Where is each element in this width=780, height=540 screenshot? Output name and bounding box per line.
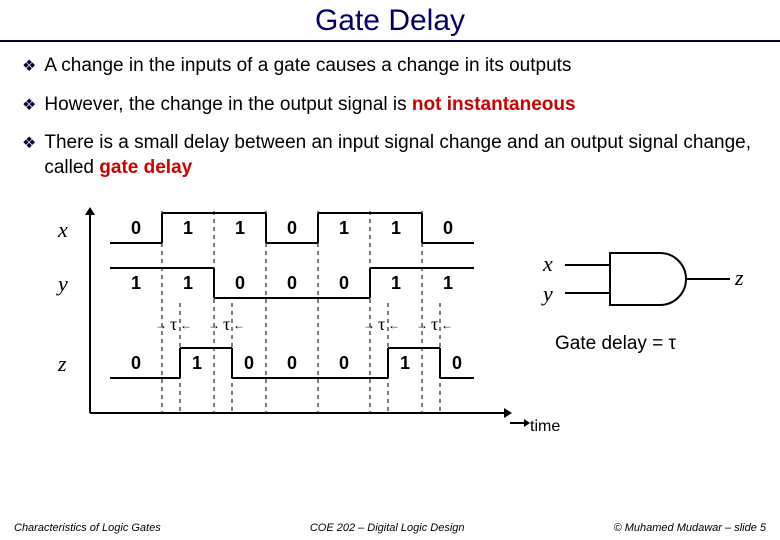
svg-text:1: 1 bbox=[443, 273, 453, 293]
time-arrow-icon bbox=[510, 413, 530, 433]
tau-label: τ bbox=[431, 314, 438, 335]
gate-output-z: z bbox=[735, 265, 744, 291]
svg-text:1: 1 bbox=[131, 273, 141, 293]
timing-svg: 0 1 1 0 1 1 0 1 1 0 0 0 1 1 0 1 0 0 0 1 0 bbox=[60, 203, 540, 423]
footer: Characteristics of Logic Gates COE 202 –… bbox=[0, 522, 780, 534]
gate-delay-text: Gate delay = τ bbox=[555, 333, 676, 355]
signal-label-z: z bbox=[58, 351, 67, 377]
svg-text:1: 1 bbox=[400, 353, 410, 373]
bullet-prefix: However, the change in the output signal… bbox=[44, 94, 412, 115]
svg-text:1: 1 bbox=[391, 218, 401, 238]
svg-text:1: 1 bbox=[183, 218, 193, 238]
svg-text:0: 0 bbox=[287, 218, 297, 238]
footer-center: COE 202 – Digital Logic Design bbox=[310, 522, 465, 534]
gate-input-x: x bbox=[543, 251, 553, 277]
svg-text:1: 1 bbox=[183, 273, 193, 293]
bullet-text: There is a small delay between an input … bbox=[44, 131, 758, 180]
time-axis-label: time bbox=[530, 418, 560, 436]
tau-label: τ bbox=[378, 314, 385, 335]
svg-text:1: 1 bbox=[192, 353, 202, 373]
bullet-icon: ❖ bbox=[22, 134, 36, 155]
tau-label: τ bbox=[223, 314, 230, 335]
signal-label-y: y bbox=[58, 271, 68, 297]
bullet-item: ❖ There is a small delay between an inpu… bbox=[22, 131, 758, 180]
svg-text:1: 1 bbox=[339, 218, 349, 238]
bullet-icon: ❖ bbox=[22, 96, 36, 117]
bullet-highlight: gate delay bbox=[99, 157, 192, 178]
footer-left: Characteristics of Logic Gates bbox=[14, 522, 161, 534]
timing-diagram: 0 1 1 0 1 1 0 1 1 0 0 0 1 1 0 1 0 0 0 1 0 x y z bbox=[60, 203, 540, 428]
signal-label-x: x bbox=[58, 217, 68, 243]
gate-svg bbox=[555, 243, 755, 323]
svg-text:1: 1 bbox=[235, 218, 245, 238]
svg-text:0: 0 bbox=[131, 218, 141, 238]
svg-text:0: 0 bbox=[339, 353, 349, 373]
svg-text:1: 1 bbox=[391, 273, 401, 293]
diagram-area: 011011011000110100010 x y z → τ ← → τ ← … bbox=[0, 203, 780, 463]
tau-label: τ bbox=[170, 314, 177, 335]
svg-text:0: 0 bbox=[287, 273, 297, 293]
gate-input-y: y bbox=[543, 281, 553, 307]
bullet-highlight: not instantaneous bbox=[412, 94, 576, 115]
bullet-text: However, the change in the output signal… bbox=[44, 93, 758, 118]
bullet-item: ❖ However, the change in the output sign… bbox=[22, 93, 758, 118]
bullet-item: ❖ A change in the inputs of a gate cause… bbox=[22, 54, 758, 79]
bullet-list: ❖ A change in the inputs of a gate cause… bbox=[0, 42, 780, 203]
bullet-icon: ❖ bbox=[22, 57, 36, 78]
svg-text:0: 0 bbox=[339, 273, 349, 293]
svg-text:0: 0 bbox=[235, 273, 245, 293]
svg-text:0: 0 bbox=[244, 353, 254, 373]
page-title: Gate Delay bbox=[0, 4, 780, 38]
svg-text:0: 0 bbox=[443, 218, 453, 238]
footer-right: © Muhamed Mudawar – slide 5 bbox=[614, 522, 766, 534]
svg-text:0: 0 bbox=[131, 353, 141, 373]
svg-text:0: 0 bbox=[452, 353, 462, 373]
svg-text:0: 0 bbox=[287, 353, 297, 373]
and-gate: x y z bbox=[555, 243, 755, 328]
bullet-text: A change in the inputs of a gate causes … bbox=[44, 54, 758, 79]
